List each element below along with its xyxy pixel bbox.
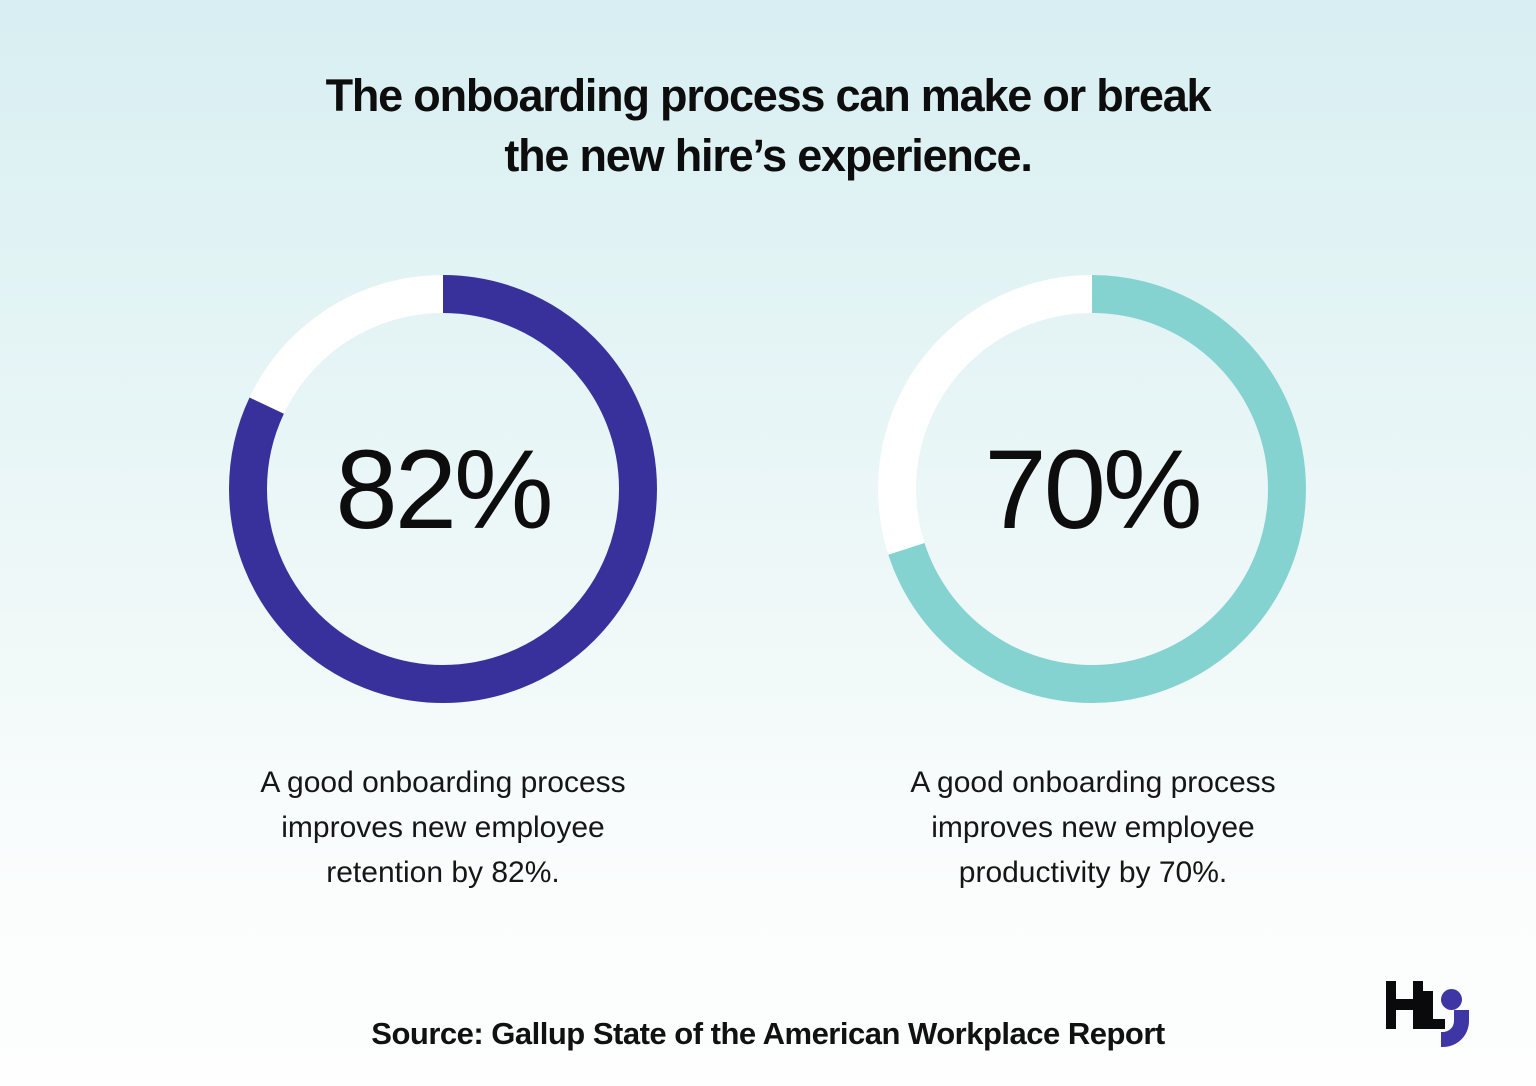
page-title: The onboarding process can make or break… (0, 66, 1536, 186)
donut-svg-retention (229, 275, 657, 703)
logo-letter-h-left-stem (1386, 981, 1396, 1029)
donut-chart-productivity: 70% (876, 273, 1308, 705)
caption-line: improves new employee (931, 811, 1255, 844)
logo-letter-h-crossbar (1395, 999, 1414, 1010)
source-attribution: Source: Gallup State of the American Wor… (371, 1016, 1165, 1051)
logo-letter-l-foot (1423, 1019, 1445, 1029)
caption-line: A good onboarding process (260, 766, 626, 799)
donut-svg-productivity (878, 275, 1306, 703)
donut-value-label-productivity: 70% (984, 426, 1202, 552)
caption-line: improves new employee (281, 811, 605, 844)
logo-letter-h-right-stem (1413, 981, 1423, 1029)
brand-logo (1386, 981, 1486, 1051)
caption-line: productivity by 70%. (958, 856, 1228, 889)
semicolon-hook-icon (1441, 1010, 1469, 1047)
page-title-line-2: the new hire’s experience. (504, 130, 1033, 181)
donut-chart-retention: 82% (227, 273, 659, 705)
caption-line: A good onboarding process (910, 766, 1276, 799)
stat-caption-productivity: A good onboarding process improves new e… (833, 760, 1353, 895)
stat-caption-retention: A good onboarding process improves new e… (183, 760, 703, 895)
donut-value-label-retention: 82% (335, 426, 553, 552)
page-title-line-1: The onboarding process can make or break (325, 70, 1212, 121)
semicolon-dot-icon (1441, 989, 1462, 1010)
donut-arc (229, 275, 657, 703)
donut-arc (878, 275, 1306, 703)
logo-letter-l-stem (1423, 991, 1433, 1029)
caption-line: retention by 82%. (326, 856, 560, 889)
